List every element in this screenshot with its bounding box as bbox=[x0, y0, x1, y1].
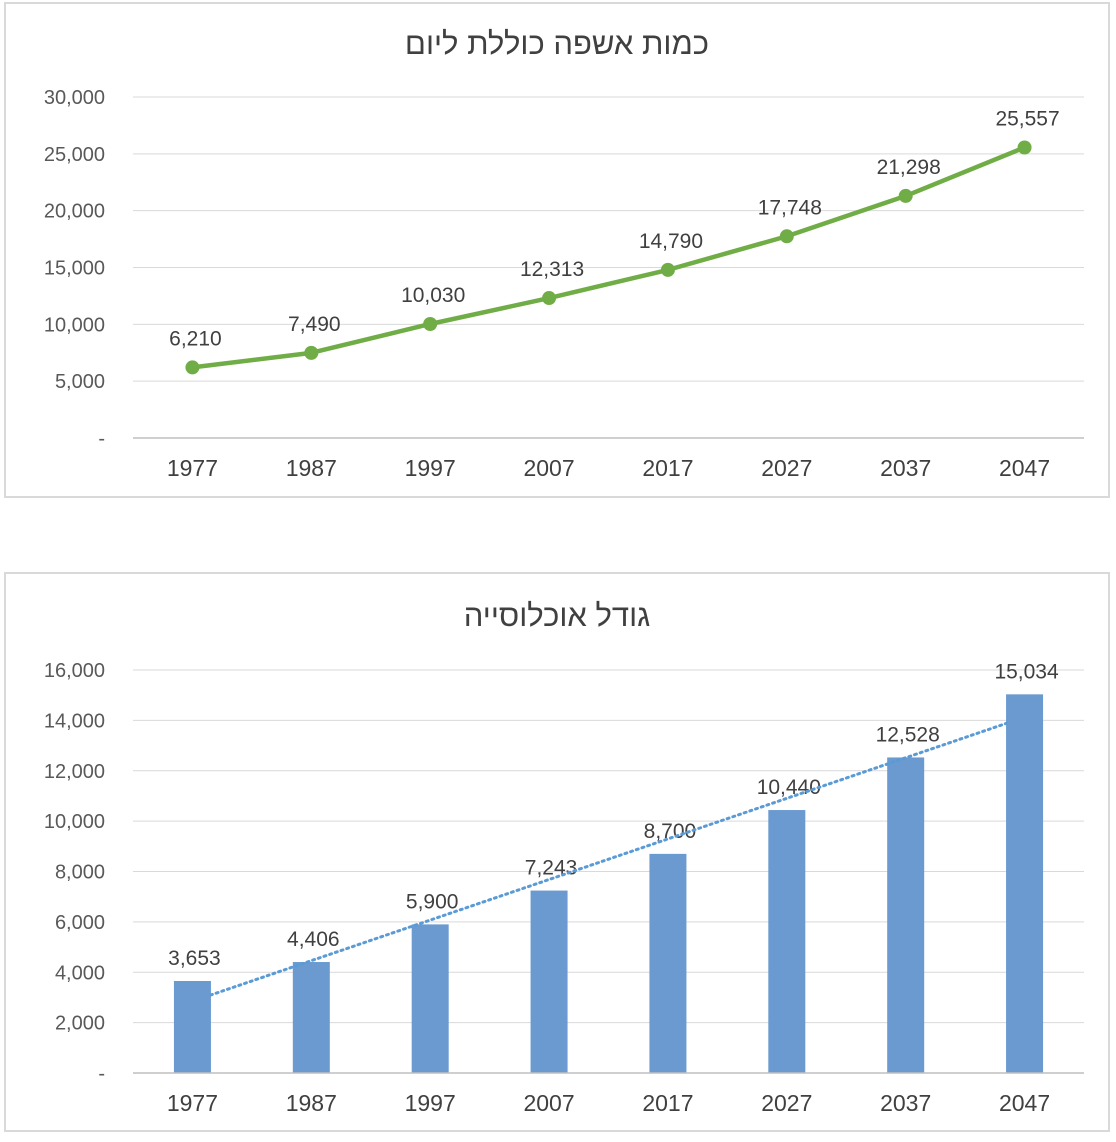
x-tick-label: 2007 bbox=[523, 455, 574, 481]
data-point bbox=[423, 316, 438, 331]
y-tick-label: 5,000 bbox=[55, 371, 105, 393]
data-label: 17,748 bbox=[758, 196, 822, 219]
data-label: 8,700 bbox=[644, 820, 697, 843]
data-label: 7,243 bbox=[525, 857, 578, 880]
x-tick-label: 2047 bbox=[999, 1090, 1050, 1116]
x-tick-label: 2037 bbox=[880, 455, 931, 481]
y-tick-label: 25,000 bbox=[44, 144, 105, 166]
x-tick-label: 1987 bbox=[286, 455, 337, 481]
bar bbox=[292, 962, 330, 1073]
x-tick-label: 1977 bbox=[167, 455, 218, 481]
y-tick-label: 14,000 bbox=[44, 710, 105, 732]
bar bbox=[530, 890, 568, 1073]
x-tick-label: 1997 bbox=[405, 1090, 456, 1116]
data-label: 10,030 bbox=[401, 284, 465, 307]
data-point bbox=[779, 229, 794, 244]
y-tick-label: - bbox=[98, 1063, 105, 1085]
y-tick-label: 6,000 bbox=[55, 912, 105, 934]
x-tick-label: 2017 bbox=[642, 1090, 693, 1116]
chart-title: גודל אוכלוסייה bbox=[463, 598, 651, 633]
x-tick-label: 2027 bbox=[761, 455, 812, 481]
data-point bbox=[304, 345, 319, 360]
data-label: 3,653 bbox=[168, 947, 221, 970]
x-tick-label: 2007 bbox=[523, 1090, 574, 1116]
y-tick-label: 10,000 bbox=[44, 314, 105, 336]
data-point bbox=[1017, 140, 1032, 155]
data-label: 25,557 bbox=[995, 108, 1059, 131]
data-point bbox=[542, 291, 557, 306]
data-label: 12,313 bbox=[520, 258, 584, 281]
y-tick-label: 4,000 bbox=[55, 962, 105, 984]
chart-population: גודל אוכלוסייה - 2,000 4,000 6,000 8,000 10,0… bbox=[4, 572, 1110, 1132]
x-tick-label: 2027 bbox=[761, 1090, 812, 1116]
data-label: 12,528 bbox=[876, 723, 940, 746]
y-tick-label: 12,000 bbox=[44, 761, 105, 783]
y-tick-label: 10,000 bbox=[44, 811, 105, 833]
y-tick-label: 20,000 bbox=[44, 201, 105, 223]
data-label: 10,440 bbox=[757, 776, 821, 799]
y-tick-label: 8,000 bbox=[55, 862, 105, 884]
data-label: 5,900 bbox=[406, 890, 459, 913]
data-label: 6,210 bbox=[169, 327, 222, 350]
data-label: 14,790 bbox=[639, 230, 703, 253]
bar bbox=[173, 980, 211, 1073]
y-tick-label: 30,000 bbox=[44, 87, 105, 109]
y-tick-label: 2,000 bbox=[55, 1013, 105, 1035]
x-tick-label: 1977 bbox=[167, 1090, 218, 1116]
x-tick-label: 2037 bbox=[880, 1090, 931, 1116]
bar bbox=[768, 810, 806, 1073]
y-tick-label: 15,000 bbox=[44, 258, 105, 280]
bar bbox=[649, 853, 687, 1073]
x-tick-label: 2017 bbox=[642, 455, 693, 481]
bar-chart: - 2,000 4,000 6,000 8,000 10,000 12,000 14,000 1… bbox=[44, 660, 1084, 1116]
bar bbox=[1006, 694, 1044, 1073]
data-point bbox=[898, 188, 913, 203]
y-tick-label: 16,000 bbox=[44, 660, 105, 682]
x-tick-label: 2047 bbox=[999, 455, 1050, 481]
series-line bbox=[192, 145, 1026, 370]
chart-title: כמות אשפה כוללת ליום bbox=[404, 26, 710, 61]
data-label: 21,298 bbox=[877, 156, 941, 179]
chart-total-waste: כמות אשפה כוללת ליום - 5,000 10,000 15,000 2… bbox=[4, 2, 1110, 498]
data-point bbox=[185, 360, 200, 375]
bar bbox=[887, 757, 925, 1073]
data-label: 4,406 bbox=[287, 928, 340, 951]
data-label: 15,034 bbox=[994, 660, 1059, 683]
y-tick-label: - bbox=[98, 428, 105, 450]
x-tick-label: 1987 bbox=[286, 1090, 337, 1116]
line-chart: - 5,000 10,000 15,000 20,000 25,000 30,000 1977… bbox=[44, 87, 1084, 481]
x-tick-label: 1997 bbox=[405, 455, 456, 481]
data-point bbox=[660, 262, 675, 277]
data-label: 7,490 bbox=[288, 313, 341, 336]
bar bbox=[411, 924, 449, 1073]
trendline bbox=[208, 721, 1009, 997]
